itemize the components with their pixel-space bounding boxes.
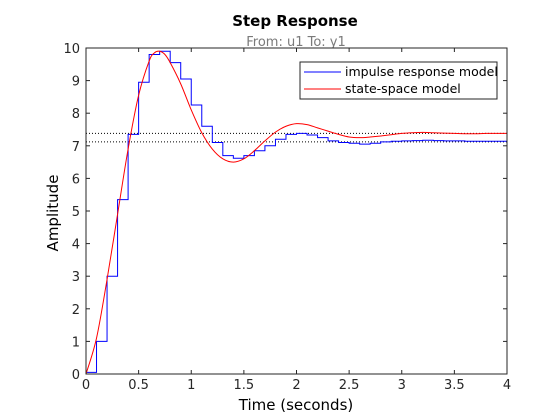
series-group bbox=[86, 50, 507, 374]
y-tick-label: 7 bbox=[72, 140, 80, 155]
x-axis-label: Time (seconds) bbox=[238, 396, 354, 414]
x-tick-label: 0 bbox=[82, 378, 90, 393]
y-tick-label: 9 bbox=[72, 75, 80, 90]
y-tick-label: 10 bbox=[63, 42, 80, 57]
y-tick-label: 5 bbox=[72, 205, 80, 220]
legend-label-state-space: state-space model bbox=[345, 81, 461, 96]
series-line-impulse-response bbox=[86, 50, 507, 373]
x-tick-label: 0.5 bbox=[128, 378, 149, 393]
x-tick-label: 3 bbox=[398, 378, 406, 393]
x-tick-label: 2.5 bbox=[339, 378, 360, 393]
series-line-state-space bbox=[86, 50, 507, 374]
y-axis-label: Amplitude bbox=[44, 175, 62, 252]
chart-subtitle: From: u1 To: y1 bbox=[246, 35, 346, 50]
y-tick-label: 8 bbox=[72, 107, 80, 122]
legend-box bbox=[299, 61, 498, 100]
plot-background bbox=[86, 48, 507, 374]
y-tick-label: 6 bbox=[72, 172, 80, 187]
y-tick-label: 0 bbox=[72, 368, 80, 383]
y-tick-label: 3 bbox=[72, 270, 80, 285]
plot-area: 0 0.5 1 1.5 2 2.5 3 3.5 4 0 1 2 3 4 5 6 7 8 9 10 bbox=[63, 42, 511, 393]
chart-title: Step Response bbox=[232, 12, 358, 30]
x-tick-label: 2 bbox=[292, 378, 300, 393]
y-tick-label: 1 bbox=[72, 335, 80, 350]
y-tick-label: 2 bbox=[72, 303, 80, 318]
legend-label-impulse: impulse response model bbox=[345, 64, 498, 79]
x-tick-label: 3.5 bbox=[444, 378, 465, 393]
x-tick-label: 1 bbox=[187, 378, 195, 393]
x-tick-label: 4 bbox=[503, 378, 511, 393]
y-tick-label: 4 bbox=[72, 238, 80, 253]
legend: impulse response model state-space model bbox=[299, 61, 498, 100]
x-tick-label: 1.5 bbox=[234, 378, 255, 393]
